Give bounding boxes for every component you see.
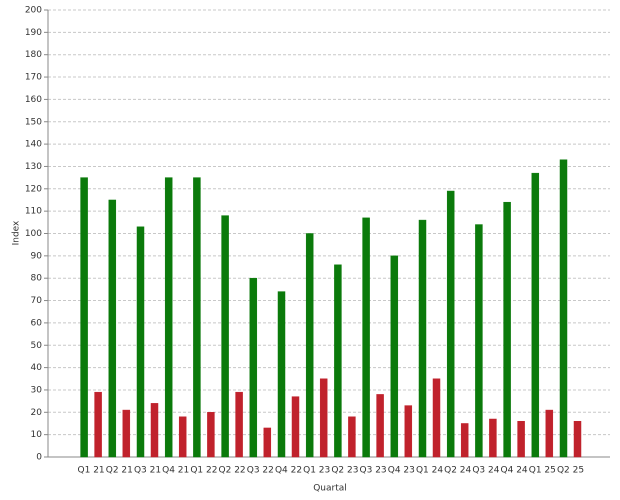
bar [334, 264, 342, 458]
bar [249, 277, 258, 458]
bar [545, 409, 554, 458]
bar [94, 391, 102, 458]
x-tick-label: Q2 22 [219, 466, 246, 476]
bar [263, 427, 272, 458]
x-tick-label: Q2 21 [106, 466, 133, 476]
y-tick-label: 50 [31, 341, 43, 351]
bar [390, 255, 399, 458]
y-tick-label: 150 [25, 117, 42, 127]
y-axis-label: Index [12, 220, 22, 245]
y-tick-label: 40 [31, 363, 43, 373]
bar [489, 418, 497, 458]
bar [559, 159, 568, 458]
y-tick-label: 30 [31, 385, 43, 395]
x-tick-label: Q2 23 [331, 466, 358, 476]
bar [122, 409, 131, 458]
x-tick-label: Q2 25 [557, 466, 584, 476]
y-tick-label: 60 [31, 318, 43, 328]
bar [319, 378, 328, 458]
x-tick-label: Q3 21 [134, 466, 161, 476]
bar [404, 405, 413, 458]
bar [348, 416, 356, 458]
bar [376, 394, 384, 458]
y-tick-label: 160 [25, 95, 42, 105]
bar [517, 420, 525, 458]
bar [446, 190, 455, 458]
y-tick-label: 110 [25, 207, 42, 217]
bar [460, 423, 469, 458]
y-tick-label: 200 [25, 6, 42, 16]
bar [475, 224, 483, 458]
bar [277, 291, 286, 458]
y-tick-label: 130 [25, 162, 42, 172]
y-tick-label: 70 [31, 296, 43, 306]
y-tick-label: 190 [25, 28, 42, 38]
y-tick-label: 20 [31, 408, 43, 418]
bar [221, 215, 229, 458]
bar [531, 172, 540, 458]
bar [362, 217, 370, 458]
bar [178, 416, 187, 458]
x-tick-label: Q1 23 [303, 466, 330, 476]
x-tick-label: Q3 22 [247, 466, 274, 476]
y-tick-label: 0 [36, 453, 42, 463]
x-tick-label: Q4 24 [501, 466, 528, 476]
x-tick-label: Q4 23 [388, 466, 415, 476]
y-tick-label: 10 [31, 430, 43, 440]
bar [573, 420, 582, 458]
bar [164, 177, 173, 458]
bar [193, 177, 201, 458]
bar [503, 201, 511, 458]
bar [418, 219, 427, 458]
x-tick-label: Q4 21 [162, 466, 189, 476]
y-tick-label: 90 [31, 251, 43, 261]
x-tick-label: Q2 24 [444, 466, 471, 476]
y-tick-label: 140 [25, 140, 42, 150]
x-tick-label: Q3 23 [360, 466, 387, 476]
bar [80, 177, 88, 458]
bar [305, 233, 314, 458]
x-tick-label: Q1 24 [416, 466, 443, 476]
bar [108, 199, 117, 458]
x-axis-label: Quartal [313, 484, 347, 494]
bar [235, 391, 243, 458]
bar [207, 412, 215, 458]
x-tick-label: Q3 24 [472, 466, 499, 476]
y-tick-label: 180 [25, 50, 42, 60]
x-tick-label: Q4 22 [275, 466, 302, 476]
y-tick-label: 170 [25, 73, 42, 83]
y-tick-label: 100 [25, 229, 42, 239]
bar [136, 226, 145, 458]
y-tick-label: 80 [31, 274, 43, 284]
x-tick-label: Q1 25 [529, 466, 556, 476]
y-tick-label: 120 [25, 184, 42, 194]
bar [432, 378, 441, 458]
bar [150, 403, 159, 458]
x-tick-label: Q1 21 [78, 466, 105, 476]
bar [291, 396, 300, 458]
x-tick-label: Q1 22 [190, 466, 217, 476]
